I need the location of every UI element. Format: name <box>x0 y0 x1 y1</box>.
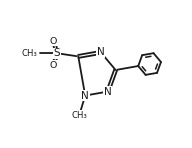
Text: N: N <box>81 91 89 100</box>
Text: N: N <box>97 48 105 57</box>
Text: CH₃: CH₃ <box>71 111 87 120</box>
Text: O: O <box>50 61 57 70</box>
Text: O: O <box>50 37 57 46</box>
Text: S: S <box>54 48 60 58</box>
Text: N: N <box>104 87 112 97</box>
Text: CH₃: CH₃ <box>21 49 37 58</box>
